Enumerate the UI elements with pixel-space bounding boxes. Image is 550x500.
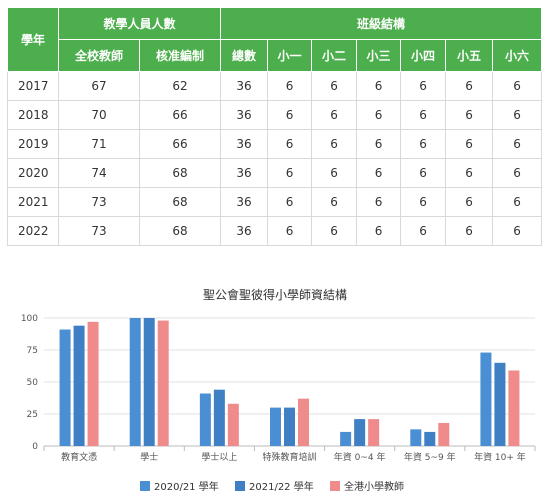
x-category-label: 特殊教育培訓 xyxy=(262,451,316,463)
staff-group-header: 教學人員人數 xyxy=(57,7,222,40)
bar xyxy=(87,321,99,446)
legend-label: 全港小學教師 xyxy=(344,480,404,493)
table-row: 2019 71 66 36 6 6 6 6 6 6 xyxy=(7,129,543,159)
bar xyxy=(494,362,506,446)
col-header-total: 總數 xyxy=(220,39,269,72)
chart-title: 聖公會聖彼得小學師資結構 xyxy=(203,287,347,302)
x-category-label: 教育文憑 xyxy=(61,451,97,463)
bar xyxy=(213,389,225,446)
cell-approved: 62 xyxy=(138,71,222,101)
x-category-label: 年資 10+ 年 xyxy=(474,451,526,463)
staff-table: 學年 教學人員人數 班級結構 全校教師 核准編制 總數 小一 小二 小三 小四 … xyxy=(7,7,543,246)
cell-year: 2019 xyxy=(7,129,59,159)
cell-total: 36 xyxy=(220,158,269,188)
y-tick-label: 0 xyxy=(32,442,38,452)
col-header-p4: 小四 xyxy=(400,39,447,72)
cell-year: 2021 xyxy=(7,187,59,217)
table-row: 2020 74 68 36 6 6 6 6 6 6 xyxy=(7,158,543,188)
table-row: 2021 73 68 36 6 6 6 6 6 6 xyxy=(7,187,543,217)
legend-label: 2021/22 學年 xyxy=(249,480,314,493)
cell-p3: 6 xyxy=(356,216,402,246)
legend-swatch xyxy=(235,481,245,491)
cell-p2: 6 xyxy=(311,216,358,246)
cell-p4: 6 xyxy=(400,71,447,101)
legend-label: 2020/21 學年 xyxy=(154,480,219,493)
table-body: 2017 67 62 36 6 6 6 6 6 6 2018 70 66 36 6 6 6 6 6 6 2019 71 66… xyxy=(7,71,543,246)
bar xyxy=(368,419,380,446)
bar xyxy=(410,429,422,446)
bar xyxy=(227,403,239,446)
cell-p5: 6 xyxy=(445,100,494,130)
col-header-p2: 小二 xyxy=(311,39,358,72)
cell-year: 2020 xyxy=(7,158,59,188)
cell-p6: 6 xyxy=(492,71,543,101)
col-header-approved: 核准編制 xyxy=(138,39,222,72)
x-category-label: 學士 xyxy=(140,451,158,463)
bar xyxy=(129,318,141,446)
cell-teachers: 73 xyxy=(58,216,140,246)
col-header-p1: 小一 xyxy=(267,39,313,72)
cell-approved: 66 xyxy=(138,129,222,159)
bar xyxy=(354,419,366,446)
cell-p1: 6 xyxy=(267,129,313,159)
x-category-label: 學士以上 xyxy=(201,451,237,463)
y-tick-label: 25 xyxy=(27,410,38,420)
legend-swatch xyxy=(330,481,340,491)
cell-teachers: 71 xyxy=(58,129,140,159)
cell-p5: 6 xyxy=(445,187,494,217)
x-category-label: 年資 5~9 年 xyxy=(404,451,456,463)
table-row: 2018 70 66 36 6 6 6 6 6 6 xyxy=(7,100,543,130)
bar xyxy=(143,318,155,446)
y-tick-label: 75 xyxy=(27,346,38,356)
year-header: 學年 xyxy=(7,7,59,72)
bar xyxy=(199,393,211,446)
cell-p6: 6 xyxy=(492,216,543,246)
cell-p1: 6 xyxy=(267,187,313,217)
cell-p2: 6 xyxy=(311,187,358,217)
col-header-p5: 小五 xyxy=(445,39,494,72)
cell-total: 36 xyxy=(220,187,269,217)
cell-approved: 68 xyxy=(138,187,222,217)
y-tick-label: 50 xyxy=(27,378,39,388)
bar xyxy=(480,352,492,446)
cell-p5: 6 xyxy=(445,129,494,159)
bar xyxy=(424,431,436,446)
table-row: 2017 67 62 36 6 6 6 6 6 6 xyxy=(7,71,543,101)
cell-p2: 6 xyxy=(311,129,358,159)
col-header-p3: 小三 xyxy=(356,39,402,72)
bar xyxy=(157,320,169,446)
cell-year: 2018 xyxy=(7,100,59,130)
table-row: 2022 73 68 36 6 6 6 6 6 6 xyxy=(7,216,543,246)
cell-total: 36 xyxy=(220,129,269,159)
y-tick-label: 100 xyxy=(21,314,38,324)
cell-p3: 6 xyxy=(356,100,402,130)
cell-approved: 68 xyxy=(138,216,222,246)
bar xyxy=(340,431,352,446)
cell-p1: 6 xyxy=(267,100,313,130)
cell-p1: 6 xyxy=(267,216,313,246)
legend-swatch xyxy=(140,481,150,491)
bar xyxy=(298,398,309,446)
x-category-label: 年資 0~4 年 xyxy=(334,451,386,463)
cell-p5: 6 xyxy=(445,216,494,246)
bar xyxy=(73,325,85,446)
cell-teachers: 67 xyxy=(58,71,140,101)
cell-teachers: 70 xyxy=(58,100,140,130)
cell-total: 36 xyxy=(220,100,269,130)
cell-p4: 6 xyxy=(400,216,447,246)
cell-total: 36 xyxy=(220,216,269,246)
bar xyxy=(59,329,71,446)
bar xyxy=(270,407,281,446)
bar xyxy=(284,407,295,446)
bar xyxy=(438,422,450,446)
bar xyxy=(508,370,520,446)
